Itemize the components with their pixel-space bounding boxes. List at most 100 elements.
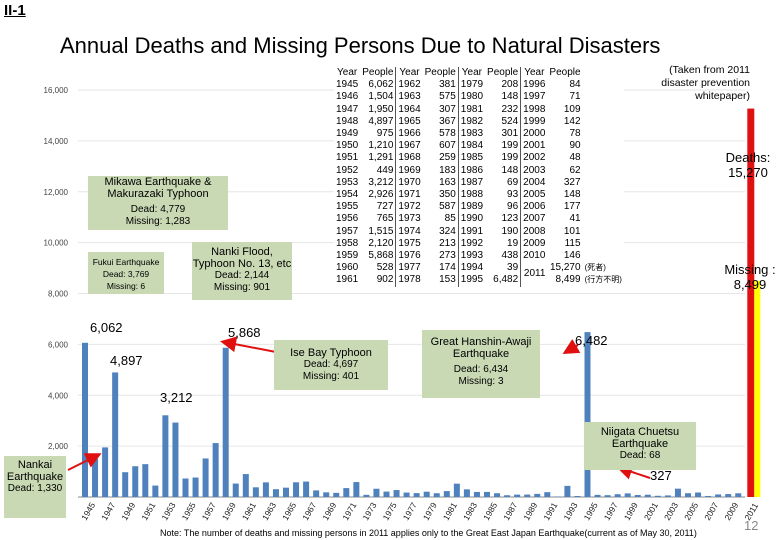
- bar-2006: [695, 492, 702, 497]
- mikawa-callout: Mikawa Earthquake & Makurazaki Typhoon D…: [88, 176, 228, 230]
- table-cell: 1965: [398, 115, 421, 127]
- bar-2002: [654, 495, 661, 497]
- table-cell: 123: [485, 213, 522, 226]
- x-tick-label: 1981: [441, 500, 459, 522]
- value-label-1953: 3,212: [160, 390, 193, 405]
- table-cell: 273: [422, 250, 459, 263]
- table-cell: 2004: [523, 176, 546, 188]
- table-cell: 1953: [336, 176, 359, 188]
- bar-1961: [242, 474, 249, 497]
- x-tick-label: 1977: [401, 500, 419, 522]
- table-cell: 5,868: [360, 250, 397, 263]
- x-tick-label: 1973: [360, 500, 378, 522]
- table-cell: 1974: [398, 225, 421, 237]
- table-cell: 1967: [398, 140, 421, 152]
- table-header: People: [360, 67, 397, 80]
- y-tick-label: 4,000: [48, 391, 69, 400]
- fukui-title: Fukui Earthquake: [92, 257, 160, 267]
- isebay-title: Ise Bay Typhoon: [290, 347, 372, 359]
- table-cell: 975: [360, 128, 397, 141]
- fukui-dead: Dead: 3,769: [102, 269, 150, 279]
- table-cell: 1970: [398, 176, 421, 188]
- table-cell: 1973: [398, 213, 421, 225]
- bar-1989: [524, 494, 531, 497]
- table-cell: 1945: [336, 79, 359, 91]
- bar-1951: [142, 464, 149, 497]
- table-cell: 381: [422, 79, 459, 92]
- table-cell: 438: [485, 250, 522, 263]
- x-tick-label: 2009: [722, 500, 740, 522]
- table-row: 1955 727 1972 587 1989 96 2006 177: [334, 201, 624, 214]
- bar-1972: [353, 482, 360, 497]
- table-cell: 163: [422, 176, 459, 190]
- table-cell: 1952: [336, 164, 359, 176]
- bar-1960: [232, 483, 239, 497]
- table-cell: 109: [563, 103, 581, 115]
- bar-1956: [192, 477, 199, 497]
- bar-1999: [624, 493, 631, 497]
- table-cell: 4,897: [360, 115, 397, 129]
- table-cell: 1986: [460, 164, 484, 176]
- table-cell: 41: [569, 213, 581, 225]
- bar-1959: [222, 347, 229, 497]
- table-cell: 1950: [336, 140, 359, 152]
- table-cell-2011-missing: 8,499: [555, 274, 581, 286]
- table-cell: 307: [422, 103, 459, 116]
- table-cell: 587: [422, 201, 459, 214]
- table-cell: 1987: [460, 176, 484, 188]
- table-cell: 1949: [336, 128, 359, 140]
- bar-1984: [473, 491, 480, 497]
- table-cell: 48: [569, 152, 581, 164]
- bar-1981: [443, 491, 450, 497]
- table-cell-2011-year: 2011: [523, 268, 546, 280]
- table-header: People: [549, 67, 581, 78]
- table-cell: 69: [485, 176, 522, 190]
- bar-1957: [202, 458, 209, 497]
- bar-1996: [594, 494, 601, 497]
- x-tick-label: 1971: [340, 500, 358, 522]
- table-cell: 607: [422, 140, 459, 153]
- table-header: Year: [337, 67, 358, 78]
- bar-2009: [725, 494, 732, 497]
- bar-1993: [564, 485, 571, 497]
- x-tick-label: 1983: [461, 500, 479, 522]
- table-cell: 2002: [523, 152, 546, 164]
- bar-2010: [735, 493, 742, 497]
- table-cell: 199: [485, 140, 522, 153]
- bar-1945: [82, 342, 88, 497]
- year-people-table: Year People Year People Year People Year People…: [334, 67, 624, 287]
- table-cell: 2005: [523, 189, 546, 201]
- bar-1987: [504, 495, 511, 497]
- bar-1994: [574, 496, 581, 497]
- bar-1952: [152, 485, 159, 497]
- x-tick-label: 2001: [642, 500, 660, 522]
- bar-1977: [403, 492, 410, 497]
- value-label-1945: 6,062: [90, 320, 123, 335]
- nanki-dead: Dead: 2,144: [214, 270, 270, 281]
- table-row: 1958 2,120 1975 213 1992 19 2009 115: [334, 237, 624, 251]
- x-tick-label: 1987: [501, 500, 519, 522]
- table-cell: 1960: [336, 262, 359, 274]
- table-cell: 1966: [398, 128, 421, 140]
- table-cell: 6,482: [485, 274, 522, 287]
- table-cell: 1957: [336, 225, 359, 237]
- bar-1982: [453, 483, 460, 497]
- table-cell: 148: [563, 189, 581, 201]
- bar-1995: [584, 332, 591, 497]
- table-cell: 115: [564, 237, 581, 249]
- table-row: 1951 1,291 1968 259 1985 199 2002 48: [334, 152, 624, 165]
- missing-label: Missing : 8,499: [724, 262, 776, 292]
- table-cell: 1,950: [360, 103, 397, 116]
- bar-1979: [423, 491, 430, 497]
- table-header: People: [485, 67, 522, 80]
- table-cell: 1961: [336, 274, 359, 286]
- source-note: (Taken from 2011 disaster prevention whi…: [661, 64, 750, 102]
- niigata-title: Niigata Chuetsu Earthquake: [600, 426, 680, 450]
- table-cell: 1990: [460, 213, 484, 225]
- table-cell: 232: [485, 103, 522, 116]
- table-cell: 1996: [523, 79, 546, 91]
- table-row: 1960 528 1977 174 1994 39 2011 15,270 (死者): [334, 262, 624, 279]
- y-tick-label: 8,000: [48, 290, 69, 299]
- table-cell: 1,504: [360, 91, 397, 104]
- table-cell: 208: [485, 79, 522, 92]
